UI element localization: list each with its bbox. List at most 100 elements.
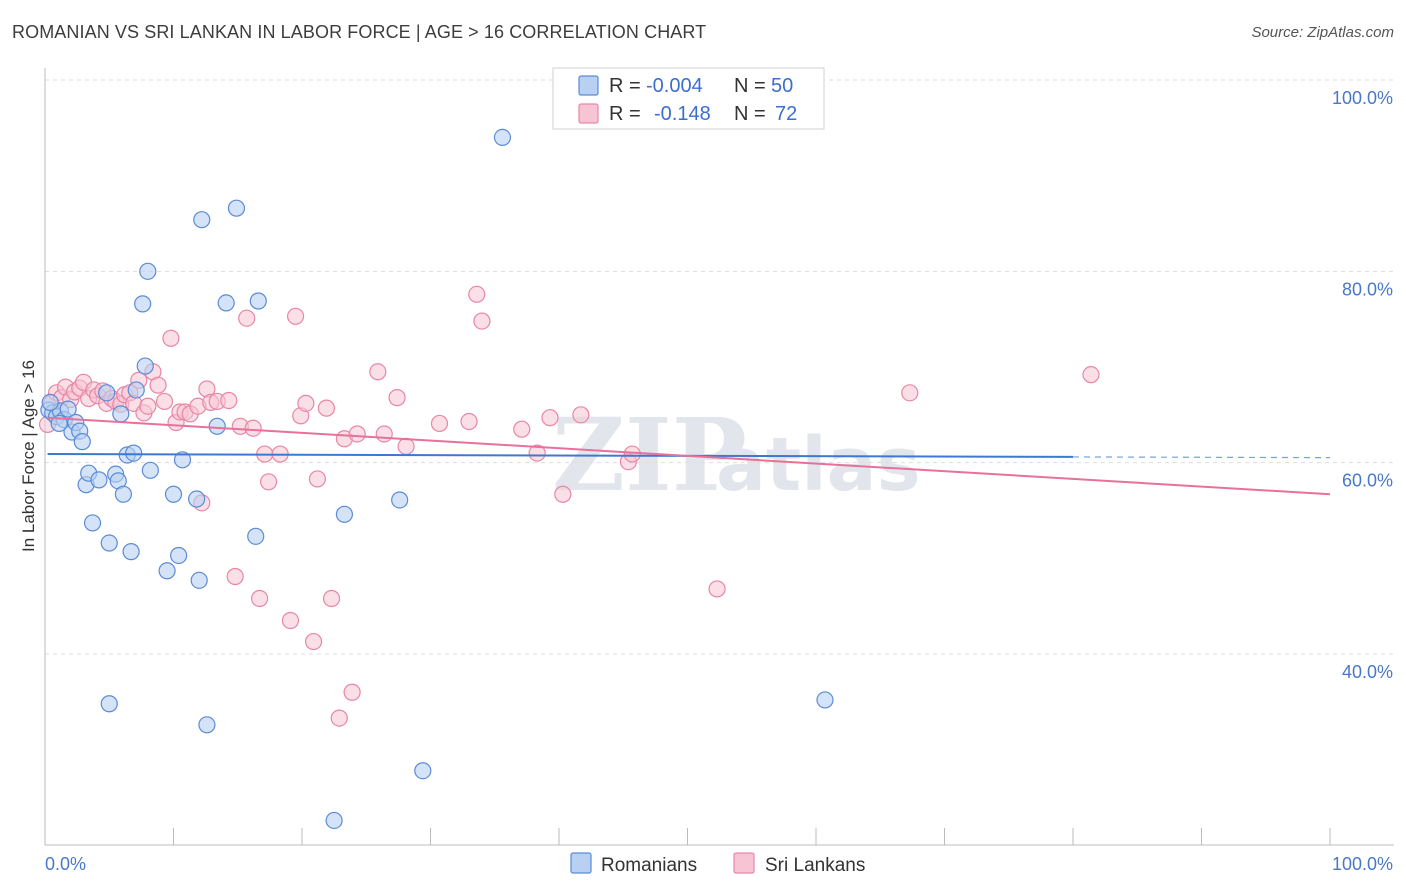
sri-lankans-point-74: [1082, 366, 1100, 384]
sri-lankans-point-67: [541, 409, 559, 427]
legend-n-value-0: 50: [771, 75, 793, 97]
legend-n-label-0: N =: [734, 75, 766, 97]
romanians-point-18: [112, 405, 130, 423]
source-label: Source: ZipAtlas.com: [1251, 24, 1394, 41]
legend-swatch-romanians: [578, 75, 599, 96]
romanians-point-43: [391, 491, 409, 509]
sri-lankans-point-71: [623, 445, 641, 463]
sri-lankans-point-60: [397, 437, 415, 456]
sri-lankans-point-66: [528, 444, 546, 462]
romanians-point-26: [139, 262, 157, 280]
legend-r-value-1: -0.148: [654, 103, 711, 125]
sri-lankans-point-25: [155, 392, 174, 411]
y-tick-label-0: 40.0%: [1342, 662, 1393, 682]
sri-lankans-point-50: [308, 470, 327, 488]
romanians-point-31: [173, 451, 192, 469]
sri-lankans-point-72: [708, 580, 726, 598]
romanians-point-5: [59, 400, 77, 418]
sri-lankans-point-68: [554, 485, 572, 503]
legend-r-label-1: R =: [609, 103, 641, 125]
romanians-trend-line: [47, 453, 1074, 458]
bottom-legend: Romanians Sri Lankans: [570, 852, 865, 876]
romanians-point-29: [164, 485, 183, 503]
axes: [44, 68, 1394, 846]
romanians-point-28: [158, 562, 176, 580]
legend-r-label-0: R =: [609, 75, 641, 97]
sri-lankans-point-55: [343, 683, 361, 701]
legend-n-label-1: N =: [734, 103, 766, 125]
romanians-point-21: [122, 543, 140, 561]
romanians-point-48: [41, 393, 59, 411]
sri-lankans-point-61: [430, 414, 449, 433]
romanians-point-9: [73, 433, 91, 451]
romanians-point-12: [83, 514, 102, 532]
romanians-point-32: [188, 490, 206, 508]
y-tick-label-3: 100.0%: [1332, 88, 1393, 108]
romanians-point-42: [335, 505, 354, 523]
romanians-point-37: [217, 294, 235, 312]
bottom-legend-swatch-sri-lankans: [733, 852, 755, 874]
sri-lankans-point-56: [348, 425, 366, 443]
legend-n-value-1: 72: [775, 103, 797, 125]
romanians-point-19: [114, 485, 132, 503]
romanians-point-36: [208, 417, 226, 435]
sri-lankans-point-65: [513, 420, 531, 438]
romanians-point-13: [90, 471, 108, 489]
romanians-point-23: [127, 381, 145, 399]
sri-lankans-point-46: [286, 307, 305, 325]
romanians-point-30: [170, 546, 188, 565]
romanians-point-41: [325, 811, 343, 830]
sri-lankans-point-37: [226, 567, 244, 586]
romanians-point-35: [198, 716, 216, 734]
romanians-point-33: [190, 571, 208, 589]
x-tick-label-0: 0.0%: [45, 854, 86, 874]
sri-lankans-point-36: [220, 391, 238, 410]
romanians-point-40: [249, 292, 267, 310]
sri-lankans-point-62: [460, 412, 478, 431]
sri-lankans-point-59: [388, 389, 406, 407]
sri-lankans-point-58: [375, 425, 393, 443]
romanians-point-22: [125, 444, 143, 462]
y-tick-label-2: 80.0%: [1342, 279, 1393, 299]
sri-lankans-trend-line: [47, 416, 1331, 496]
sri-lankans-point-22: [139, 397, 157, 415]
sri-lankans-point-69: [572, 406, 590, 424]
sri-lankans-point-41: [250, 589, 269, 608]
trend-lines: [47, 416, 1331, 496]
sri-lankans-point-48: [297, 394, 315, 412]
sri-lankans-point-24: [149, 376, 167, 394]
romanians-trend-extension: [1072, 456, 1331, 459]
sri-lankans-point-26: [162, 329, 180, 347]
sri-lankans-point-53: [330, 709, 348, 727]
y-tick-labels: 40.0% 60.0% 80.0% 100.0%: [1332, 88, 1393, 682]
sri-lankans-point-39: [238, 309, 256, 327]
sri-lankans-point-63: [468, 285, 486, 303]
romanians-point-14: [98, 384, 116, 402]
sri-lankans-point-57: [369, 363, 387, 381]
sri-lankans-point-73: [901, 384, 919, 402]
legend-box: R = -0.004 N = 50 R = -0.148 N = 72: [552, 67, 825, 130]
y-tick-label-1: 60.0%: [1342, 471, 1393, 491]
romanians-point-46: [100, 695, 118, 713]
legend-swatch-sri-lankans: [578, 103, 599, 124]
romanians-point-44: [414, 762, 432, 780]
sri-lankans-point-49: [304, 632, 323, 651]
x-tick-label-1: 100.0%: [1332, 854, 1393, 874]
romanians-point-39: [247, 527, 265, 545]
romanians-point-27: [141, 461, 159, 479]
sri-lankans-point-43: [259, 473, 278, 491]
sri-lankans-point-64: [473, 312, 491, 330]
bottom-legend-swatch-romanians: [570, 852, 592, 874]
watermark-atlas: atlas: [716, 422, 921, 508]
romanians-point-34: [193, 211, 211, 229]
bottom-legend-sri-lankans: Sri Lankans: [765, 855, 865, 876]
sri-lankans-point-51: [317, 399, 336, 417]
x-tick-labels: 0.0% 100.0%: [45, 854, 1393, 874]
romanians-point-45: [493, 128, 512, 146]
gridlines: [45, 79, 1394, 655]
romanians-points: [40, 128, 834, 830]
romanians-point-38: [227, 199, 246, 217]
romanians-point-25: [136, 357, 154, 375]
legend-r-value-0: -0.004: [646, 75, 703, 97]
